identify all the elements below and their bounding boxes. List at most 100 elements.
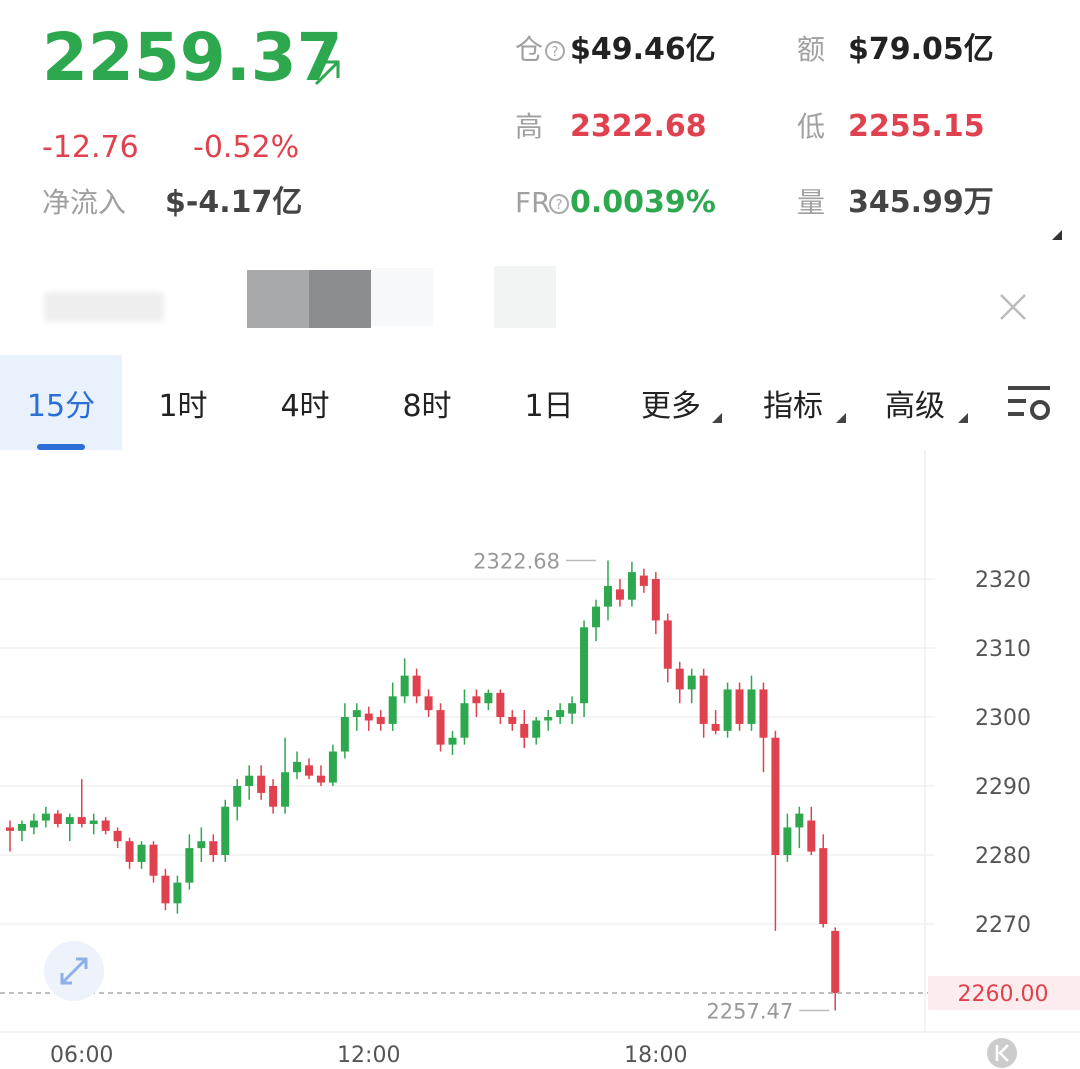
tab-indicator [37,444,85,450]
candle-body [53,813,62,824]
candle-body [807,820,816,852]
corner-triangle [1052,230,1062,240]
candle-body [233,786,242,807]
tab[interactable]: 更多 [641,388,701,424]
x-tick-label: 18:00 [624,1043,687,1068]
candle-body [424,696,433,711]
candle-body [448,737,457,745]
stat-label: 高 [515,110,544,143]
stat-value: $79.05亿 [848,32,994,67]
y-tick-label: 2270 [975,913,1031,938]
y-tick-label: 2310 [975,637,1031,662]
candle-body [364,713,373,721]
candle-body [580,627,589,704]
candle-body [687,675,696,690]
info-icon: ? [549,194,569,214]
candle-body [293,761,302,773]
tab[interactable]: 15分 [0,355,122,450]
candle-body [89,820,98,824]
candle-body [747,689,756,724]
candle-body [137,844,146,862]
info-icon: ? [545,41,565,61]
candle-body [101,820,110,831]
tab[interactable]: 高级 [885,388,945,424]
candle-body [245,775,254,787]
tab-decorations [712,386,1050,423]
candle-body [568,703,577,714]
candle-body [185,848,194,883]
candle-body [257,775,266,793]
candle-body [316,775,325,783]
candle-body [556,710,565,718]
tab[interactable]: 4时 [280,388,330,424]
candle-body [149,844,158,876]
blurred-banner-text [44,292,164,322]
candle-body [663,620,672,669]
min-label: 2257.47 [706,999,793,1023]
stat-label: 额 [797,33,826,66]
candle-body [795,813,804,828]
scroll-latest-button[interactable] [987,1038,1017,1068]
stat-label: 低 [797,110,826,143]
svg-text:?: ? [552,45,559,60]
tab[interactable]: 8时 [402,388,452,424]
settings-icon[interactable] [1008,386,1050,420]
candle-body [340,717,349,752]
stat-value: 2255.15 [848,109,985,144]
candle-body [400,675,409,697]
svg-text:?: ? [556,198,563,213]
candle-body [5,827,14,831]
candle-body [532,720,541,738]
candle-body [771,737,780,856]
candle-body [615,589,624,600]
last-price-box [928,976,1080,1011]
candle-body [496,692,505,718]
candle-body [651,579,660,621]
stat-value: 2322.68 [570,109,707,144]
candle-body [592,606,601,628]
candle-body [472,696,481,704]
candle-body [281,772,290,807]
candle-body [508,717,517,724]
candle-body [77,817,86,824]
candle-body [65,817,74,824]
candle-body [269,786,278,807]
max-label: 2322.68 [473,550,560,574]
candle-body [221,806,230,856]
net-inflow: $-4.17亿 [165,185,303,220]
tab[interactable]: 指标 [763,388,823,424]
x-tick-label: 06:00 [50,1043,113,1068]
candle-body [484,692,493,704]
candle-body [699,675,708,724]
last-price-label: 2260.00 [958,982,1049,1007]
blurred-image [309,270,371,328]
stat-value: 345.99万 [848,185,994,220]
candle-body [759,689,768,738]
candle-body [711,723,720,731]
change-pct: -0.52% [193,130,300,165]
candle-body [29,820,38,828]
y-tick-label: 2300 [975,706,1031,731]
candle-body [125,841,134,862]
stat-value: $49.46亿 [570,32,716,67]
blurred-image [494,266,556,328]
y-tick-label: 2320 [975,568,1031,593]
candle-body [197,841,206,849]
candle-body [209,841,218,856]
stat-label: 仓 [515,33,544,66]
stat-label: 量 [797,186,826,219]
candlestick-chart: 2270 2280 2290 2300 2310 2320 06:00 12:00 18:00 2… [0,450,1080,1068]
close-button[interactable] [998,292,1028,322]
candle-body [544,717,553,721]
expand-button[interactable] [44,941,104,1001]
candle-body [675,668,684,690]
stat-label: FR [515,186,551,219]
candle-body [388,696,397,724]
tab[interactable]: 1日 [524,388,574,424]
stat-value: 0.0039% [570,185,716,220]
blurred-image [371,268,433,326]
tab[interactable]: 1时 [158,388,208,424]
candle-body [603,585,612,607]
candle-body [412,675,421,697]
